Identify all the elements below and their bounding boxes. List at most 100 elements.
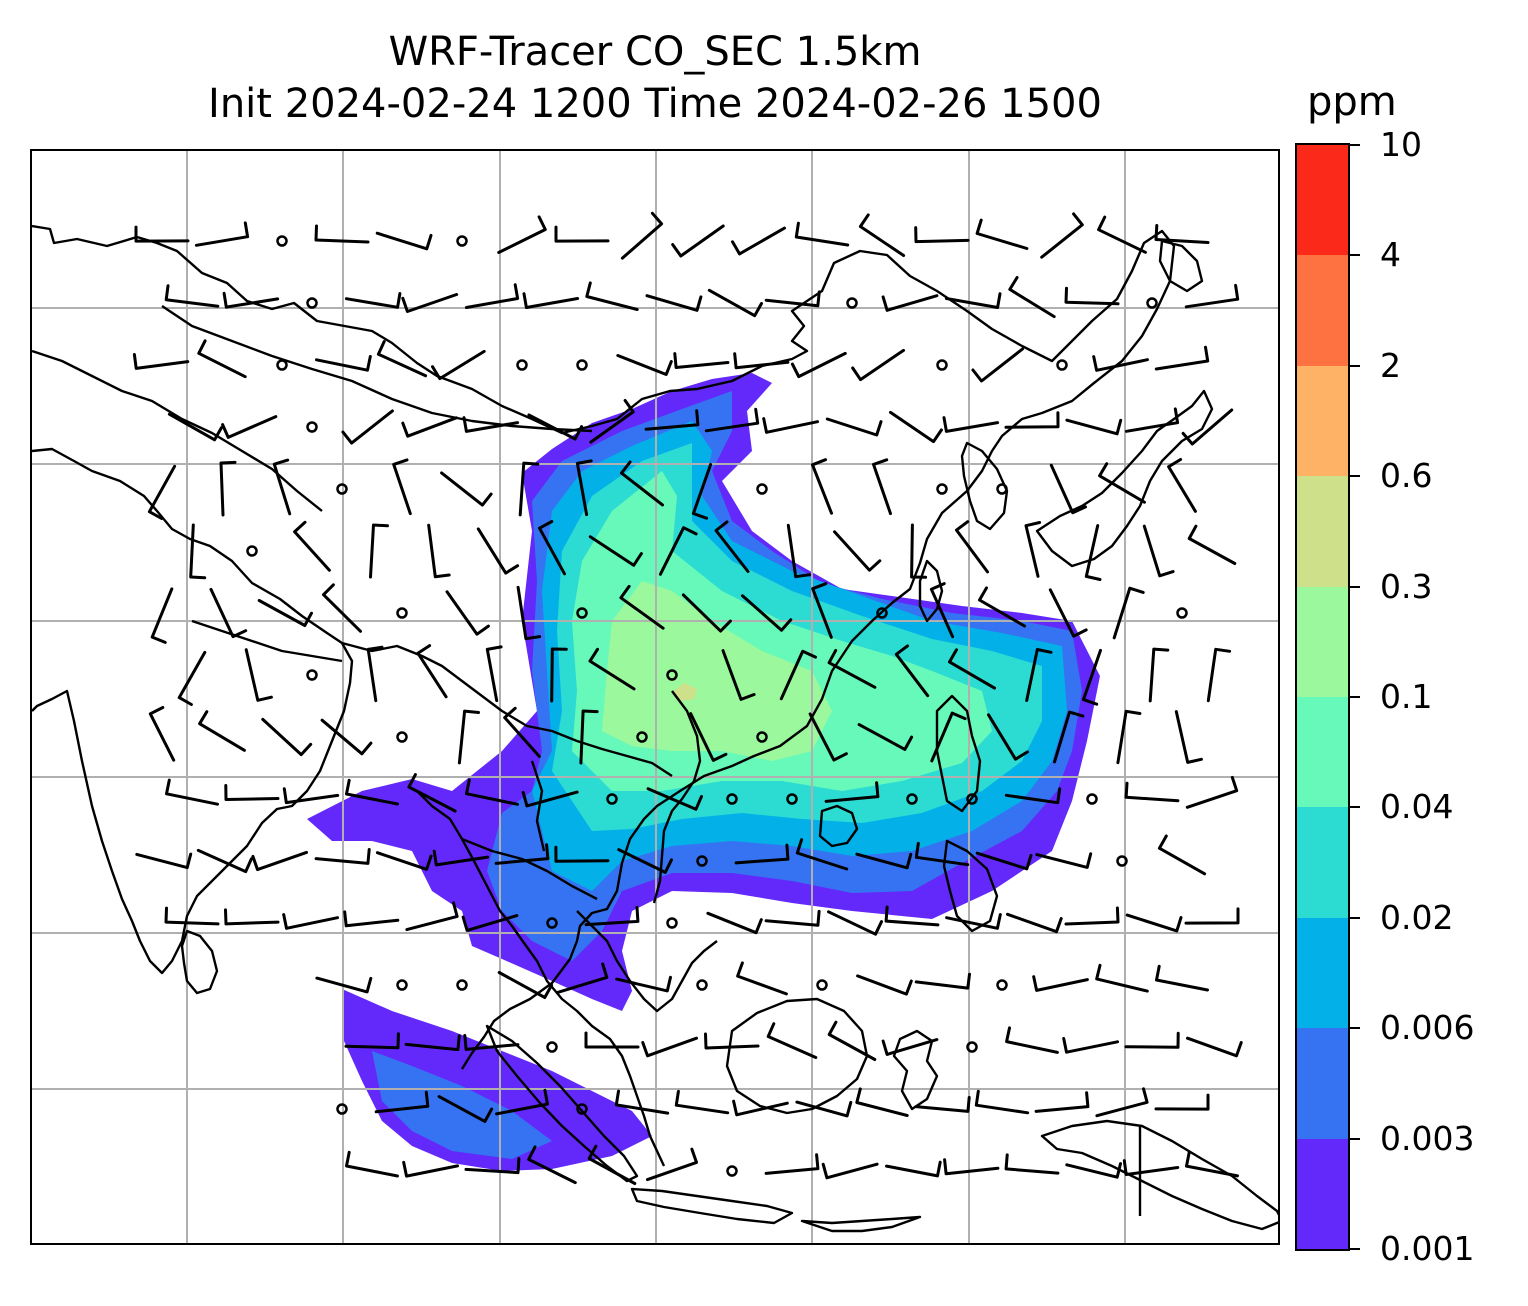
colorbar-tick bbox=[1350, 1027, 1360, 1030]
wind-barb bbox=[1125, 913, 1183, 933]
wind-barb bbox=[345, 778, 399, 806]
wind-barb bbox=[795, 838, 849, 871]
colorbar-tick-label: 0.02 bbox=[1380, 897, 1454, 937]
colorbar-tick bbox=[1350, 696, 1360, 698]
wind-barb bbox=[344, 292, 402, 309]
colorbar-tick bbox=[1350, 475, 1360, 478]
wind-barb bbox=[914, 1096, 971, 1113]
wind-barb bbox=[555, 962, 609, 995]
wind-calm-marker bbox=[1176, 607, 1188, 619]
wind-calm-marker bbox=[276, 359, 288, 371]
wind-barb bbox=[416, 644, 448, 699]
wind-barb bbox=[440, 471, 493, 507]
coastline-taiwan bbox=[918, 559, 944, 623]
map-canvas bbox=[32, 151, 1278, 1243]
wind-barb bbox=[942, 416, 1000, 433]
colorbar-segment bbox=[1297, 917, 1348, 1029]
wind-barb bbox=[272, 458, 292, 516]
wind-barb bbox=[894, 644, 930, 698]
wind-barb bbox=[1004, 787, 1062, 805]
wind-barb bbox=[731, 226, 786, 256]
wind-calm-marker bbox=[336, 1103, 348, 1115]
coastlines bbox=[32, 224, 1278, 1233]
wind-barb bbox=[462, 416, 520, 433]
wind-barb bbox=[914, 841, 970, 867]
wind-barb bbox=[431, 349, 486, 381]
wind-barb bbox=[1064, 906, 1120, 926]
colorbar-tick-label: 0.6 bbox=[1380, 456, 1433, 496]
wind-barb bbox=[521, 790, 579, 808]
wind-barb bbox=[808, 712, 848, 762]
wind-barb bbox=[293, 520, 331, 572]
wind-barb bbox=[494, 843, 550, 865]
wind-calm-marker bbox=[786, 793, 798, 805]
wind-barb bbox=[646, 1147, 698, 1182]
wind-barb bbox=[732, 1099, 789, 1117]
wind-barb bbox=[704, 1032, 760, 1050]
wind-calm-marker bbox=[666, 917, 678, 929]
coastline-hainan bbox=[818, 804, 859, 848]
wind-barb bbox=[914, 972, 971, 990]
wind-barb bbox=[369, 523, 389, 579]
coastline-hokkaido bbox=[1158, 239, 1204, 293]
wind-barb bbox=[821, 1162, 879, 1180]
coastline-asia-mainland bbox=[32, 224, 1176, 1070]
wind-barb bbox=[1116, 709, 1142, 765]
plume-contour bbox=[674, 683, 697, 701]
colorbar-tick-label: 0.001 bbox=[1380, 1229, 1475, 1268]
colorbar-segment bbox=[1297, 475, 1348, 587]
wind-barb bbox=[314, 224, 370, 244]
colorbar-tick bbox=[1350, 916, 1360, 919]
wind-barb bbox=[148, 706, 176, 762]
wind-barb bbox=[554, 845, 610, 863]
wind-calm-marker bbox=[306, 297, 318, 309]
colorbar-tick-label: 0.3 bbox=[1380, 566, 1433, 606]
wind-barb bbox=[1097, 215, 1147, 254]
colorbar-tick-label: 10 bbox=[1380, 125, 1422, 164]
wind-barb bbox=[1064, 286, 1120, 306]
wind-calm-marker bbox=[936, 359, 948, 371]
wind-barb bbox=[1062, 1037, 1119, 1054]
wind-barb bbox=[194, 221, 250, 247]
wind-barb bbox=[322, 583, 362, 633]
wind-barb bbox=[691, 463, 713, 520]
wind-calm-marker bbox=[906, 793, 918, 805]
wind-barb bbox=[1154, 1093, 1210, 1111]
colorbar-tick bbox=[1350, 1248, 1360, 1250]
wind-barb bbox=[224, 784, 280, 801]
coastline-borneo bbox=[725, 997, 869, 1115]
wind-barb bbox=[427, 523, 451, 579]
wind-calm-marker bbox=[396, 607, 408, 619]
gridlines bbox=[32, 151, 1278, 1243]
wind-calm-marker bbox=[696, 979, 708, 991]
wind-barb bbox=[485, 645, 503, 703]
wind-barb bbox=[407, 773, 457, 813]
wind-barb bbox=[786, 523, 812, 579]
wind-calm-marker bbox=[1056, 359, 1068, 371]
wind-calm-marker bbox=[456, 235, 468, 247]
wind-barb bbox=[404, 1034, 461, 1052]
wind-barb bbox=[641, 1036, 698, 1058]
wind-calm-marker bbox=[606, 793, 618, 805]
wind-barb bbox=[658, 526, 698, 576]
wind-barb bbox=[824, 781, 880, 803]
wind-barb bbox=[588, 535, 643, 567]
border-china-south bbox=[341, 641, 673, 778]
wind-barb bbox=[497, 971, 554, 999]
wind-barb bbox=[955, 520, 989, 574]
wind-barb bbox=[671, 224, 725, 258]
wind-barb bbox=[764, 1153, 820, 1175]
wind-calm-marker bbox=[336, 483, 348, 495]
wind-barb bbox=[1095, 1087, 1149, 1118]
colorbar-tick-label: 2 bbox=[1380, 345, 1401, 385]
wind-barb bbox=[197, 339, 247, 379]
wind-barb bbox=[706, 911, 763, 935]
wind-calm-marker bbox=[966, 793, 978, 805]
colorbar-segment bbox=[1297, 254, 1348, 366]
wind-calm-marker bbox=[576, 1103, 588, 1115]
wind-barb bbox=[1184, 283, 1240, 309]
colorbar bbox=[1295, 143, 1350, 1251]
wind-barb bbox=[445, 590, 490, 636]
wind-barb bbox=[1065, 1162, 1122, 1179]
wind-barb bbox=[881, 294, 939, 312]
